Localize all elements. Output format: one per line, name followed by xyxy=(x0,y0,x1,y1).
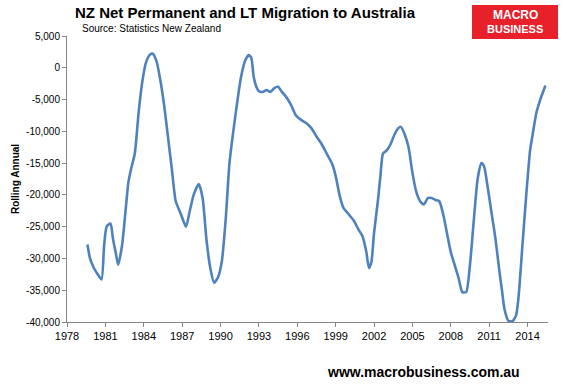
svg-text:2005: 2005 xyxy=(400,330,424,342)
svg-text:-15,000: -15,000 xyxy=(26,158,60,169)
svg-text:1990: 1990 xyxy=(208,330,232,342)
svg-text:-5,000: -5,000 xyxy=(32,94,61,105)
svg-text:-10,000: -10,000 xyxy=(26,126,60,137)
svg-text:NZ Net Permanent and LT Migrat: NZ Net Permanent and LT Migration to Aus… xyxy=(75,4,416,21)
svg-text:2002: 2002 xyxy=(362,330,386,342)
svg-text:Rolling Annual: Rolling Annual xyxy=(10,144,21,214)
svg-text:-20,000: -20,000 xyxy=(26,189,60,200)
svg-text:Source: Statistics New Zealand: Source: Statistics New Zealand xyxy=(82,23,221,34)
svg-text:1987: 1987 xyxy=(170,330,194,342)
svg-text:-35,000: -35,000 xyxy=(26,285,60,296)
svg-text:2011: 2011 xyxy=(477,330,501,342)
svg-text:-40,000: -40,000 xyxy=(26,317,60,328)
svg-text:5,000: 5,000 xyxy=(35,31,60,42)
svg-text:-30,000: -30,000 xyxy=(26,253,60,264)
svg-text:1978: 1978 xyxy=(55,330,79,342)
svg-text:0: 0 xyxy=(54,62,60,73)
svg-text:1999: 1999 xyxy=(323,330,347,342)
svg-text:1993: 1993 xyxy=(247,330,271,342)
svg-text:-25,000: -25,000 xyxy=(26,221,60,232)
svg-text:2008: 2008 xyxy=(439,330,463,342)
svg-text:MACRO: MACRO xyxy=(493,8,538,22)
svg-text:BUSINESS: BUSINESS xyxy=(487,23,543,35)
svg-text:www.macrobusiness.com.au: www.macrobusiness.com.au xyxy=(327,364,520,380)
svg-text:1996: 1996 xyxy=(285,330,309,342)
svg-text:1984: 1984 xyxy=(132,330,156,342)
svg-text:1981: 1981 xyxy=(93,330,117,342)
svg-text:2014: 2014 xyxy=(515,330,539,342)
